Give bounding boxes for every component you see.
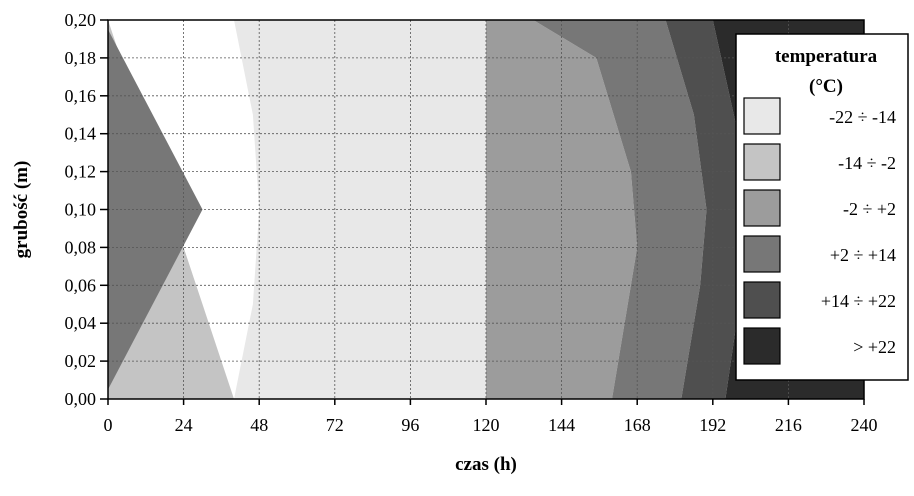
x-tick-label: 96 bbox=[401, 415, 419, 435]
legend-items: -22 ÷ -14 -14 ÷ -2 -2 ÷ +2 +2 ÷ +14 +14 ÷ +2… bbox=[743, 97, 896, 365]
x-tick-label: 240 bbox=[851, 415, 878, 435]
x-tick-label: 192 bbox=[699, 415, 726, 435]
legend-title: temperatura bbox=[775, 46, 878, 67]
x-tick-label: 0 bbox=[104, 415, 113, 435]
x-tick-label: 72 bbox=[326, 415, 344, 435]
legend-label: -2 ÷ +2 bbox=[843, 199, 896, 219]
x-tick-label: 48 bbox=[250, 415, 268, 435]
contour-region-4 bbox=[533, 20, 707, 399]
legend-label: +14 ÷ +22 bbox=[821, 291, 896, 311]
y-tick-label: 0,20 bbox=[65, 10, 97, 30]
x-tick-label: 144 bbox=[548, 415, 575, 435]
x-tick-label: 216 bbox=[775, 415, 802, 435]
grid-lines bbox=[108, 20, 864, 399]
y-tick-label: 0,00 bbox=[65, 389, 97, 409]
x-axis-title: czas (h) bbox=[455, 454, 517, 475]
legend-swatch bbox=[743, 97, 781, 135]
x-axis: 0 24 48 72 96 120 144 168 192 216 240 bbox=[104, 399, 878, 435]
x-tick-label: 168 bbox=[624, 415, 651, 435]
legend-title-unit: (°C) bbox=[809, 76, 843, 97]
y-tick-label: 0,02 bbox=[65, 351, 97, 371]
y-tick-label: 0,18 bbox=[65, 48, 97, 68]
legend-label: -14 ÷ -2 bbox=[838, 153, 896, 173]
legend-swatch bbox=[743, 235, 781, 273]
legend-label: +2 ÷ +14 bbox=[830, 245, 896, 265]
y-tick-label: 0,06 bbox=[65, 275, 97, 295]
y-tick-label: 0,16 bbox=[65, 86, 97, 106]
contour-region-1 bbox=[108, 29, 203, 390]
x-tick-label: 24 bbox=[175, 415, 193, 435]
legend-label: -22 ÷ -14 bbox=[829, 107, 896, 127]
y-tick-label: 0,10 bbox=[65, 200, 97, 220]
y-tick-label: 0,14 bbox=[65, 124, 97, 144]
y-tick-label: 0,08 bbox=[65, 237, 97, 257]
y-tick-label: 0,04 bbox=[65, 313, 97, 333]
legend-swatch bbox=[743, 327, 781, 365]
legend: temperatura (°C) -22 ÷ -14 -14 ÷ -2 -2 ÷ +… bbox=[735, 33, 909, 381]
y-tick-label: 0,12 bbox=[65, 162, 97, 182]
legend-swatch bbox=[743, 143, 781, 181]
legend-swatch bbox=[743, 189, 781, 227]
y-axis: 0,00 0,02 0,04 0,06 0,08 0,10 0,12 0,14 0,16 0,18… bbox=[65, 10, 108, 409]
legend-swatch bbox=[743, 281, 781, 319]
y-axis-title: grubość (m) bbox=[11, 161, 32, 259]
x-tick-label: 120 bbox=[473, 415, 500, 435]
legend-label: > +22 bbox=[853, 337, 896, 357]
